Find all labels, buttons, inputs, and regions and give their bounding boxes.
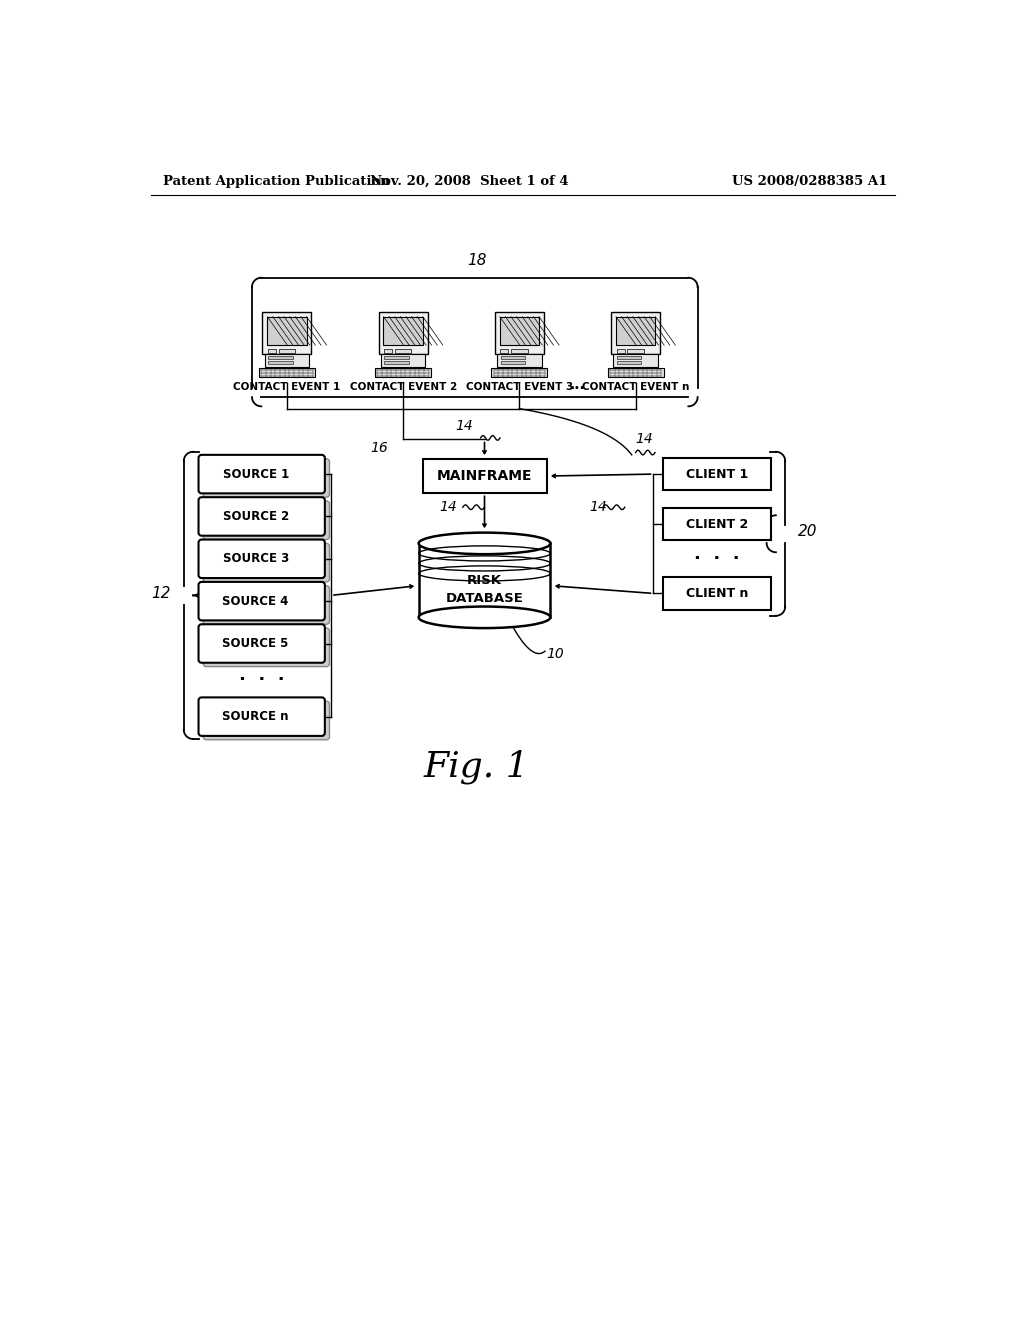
FancyBboxPatch shape (203, 459, 330, 498)
Text: 12: 12 (152, 586, 171, 601)
Text: RISK
DATABASE: RISK DATABASE (445, 574, 523, 605)
Text: 10: 10 (547, 647, 564, 661)
Text: ·  ·  ·: · · · (239, 671, 285, 689)
FancyBboxPatch shape (267, 317, 306, 345)
Text: 18: 18 (467, 252, 486, 268)
Text: 14: 14 (636, 432, 653, 446)
Text: Patent Application Publication: Patent Application Publication (163, 176, 389, 187)
Text: 16: 16 (370, 441, 388, 455)
Text: SOURCE 1: SOURCE 1 (222, 467, 289, 480)
Text: SOURCE 2: SOURCE 2 (222, 510, 289, 523)
Text: 14: 14 (455, 420, 473, 433)
FancyBboxPatch shape (384, 348, 392, 352)
FancyBboxPatch shape (511, 348, 527, 352)
FancyBboxPatch shape (383, 317, 423, 345)
FancyBboxPatch shape (500, 317, 539, 345)
FancyBboxPatch shape (199, 498, 325, 536)
FancyBboxPatch shape (203, 628, 330, 667)
Text: CONTACT EVENT 3: CONTACT EVENT 3 (466, 381, 573, 392)
FancyBboxPatch shape (495, 313, 544, 354)
FancyBboxPatch shape (203, 544, 330, 582)
FancyBboxPatch shape (279, 348, 295, 352)
Text: CONTACT EVENT n: CONTACT EVENT n (582, 381, 689, 392)
Text: CONTACT EVENT 2: CONTACT EVENT 2 (349, 381, 457, 392)
FancyBboxPatch shape (611, 313, 660, 354)
Text: CLIENT 1: CLIENT 1 (686, 467, 749, 480)
FancyBboxPatch shape (384, 356, 409, 359)
FancyBboxPatch shape (203, 701, 330, 739)
Text: SOURCE 3: SOURCE 3 (222, 552, 289, 565)
FancyBboxPatch shape (501, 348, 509, 352)
FancyBboxPatch shape (384, 362, 409, 364)
FancyBboxPatch shape (268, 356, 293, 359)
FancyBboxPatch shape (616, 356, 641, 359)
Text: CONTACT EVENT 1: CONTACT EVENT 1 (233, 381, 341, 392)
FancyBboxPatch shape (628, 348, 644, 352)
Ellipse shape (419, 607, 550, 628)
Text: CLIENT 2: CLIENT 2 (686, 517, 749, 531)
FancyBboxPatch shape (501, 356, 525, 359)
FancyBboxPatch shape (259, 368, 314, 378)
FancyBboxPatch shape (262, 313, 311, 354)
FancyBboxPatch shape (381, 354, 425, 367)
Text: 20: 20 (799, 524, 818, 540)
Text: SOURCE 4: SOURCE 4 (222, 594, 289, 607)
FancyBboxPatch shape (199, 455, 325, 494)
FancyBboxPatch shape (199, 697, 325, 737)
FancyBboxPatch shape (492, 368, 548, 378)
FancyBboxPatch shape (203, 586, 330, 624)
Text: Nov. 20, 2008  Sheet 1 of 4: Nov. 20, 2008 Sheet 1 of 4 (370, 176, 568, 187)
Ellipse shape (419, 533, 550, 554)
Text: SOURCE n: SOURCE n (222, 710, 289, 723)
FancyBboxPatch shape (199, 582, 325, 620)
FancyBboxPatch shape (395, 348, 412, 352)
FancyBboxPatch shape (498, 354, 542, 367)
Text: CLIENT n: CLIENT n (686, 587, 749, 601)
FancyBboxPatch shape (663, 458, 771, 490)
Text: Fig. 1: Fig. 1 (424, 750, 529, 784)
FancyBboxPatch shape (616, 348, 625, 352)
FancyBboxPatch shape (607, 368, 664, 378)
Text: MAINFRAME: MAINFRAME (437, 469, 532, 483)
FancyBboxPatch shape (613, 354, 657, 367)
FancyBboxPatch shape (616, 362, 641, 364)
Text: 14: 14 (439, 500, 458, 515)
Text: ·  ·  ·: · · · (694, 550, 739, 568)
Text: US 2008/0288385 A1: US 2008/0288385 A1 (732, 176, 888, 187)
Text: SOURCE 5: SOURCE 5 (222, 638, 289, 649)
FancyBboxPatch shape (663, 508, 771, 540)
FancyBboxPatch shape (265, 354, 309, 367)
Text: 14: 14 (589, 500, 607, 515)
FancyBboxPatch shape (501, 362, 525, 364)
FancyBboxPatch shape (199, 540, 325, 578)
FancyBboxPatch shape (663, 577, 771, 610)
FancyBboxPatch shape (268, 348, 275, 352)
Polygon shape (419, 544, 550, 618)
FancyBboxPatch shape (616, 317, 655, 345)
Text: ...: ... (569, 378, 586, 392)
FancyBboxPatch shape (199, 624, 325, 663)
FancyBboxPatch shape (268, 362, 293, 364)
FancyBboxPatch shape (375, 368, 431, 378)
FancyBboxPatch shape (203, 502, 330, 540)
FancyBboxPatch shape (423, 459, 547, 494)
FancyBboxPatch shape (379, 313, 428, 354)
